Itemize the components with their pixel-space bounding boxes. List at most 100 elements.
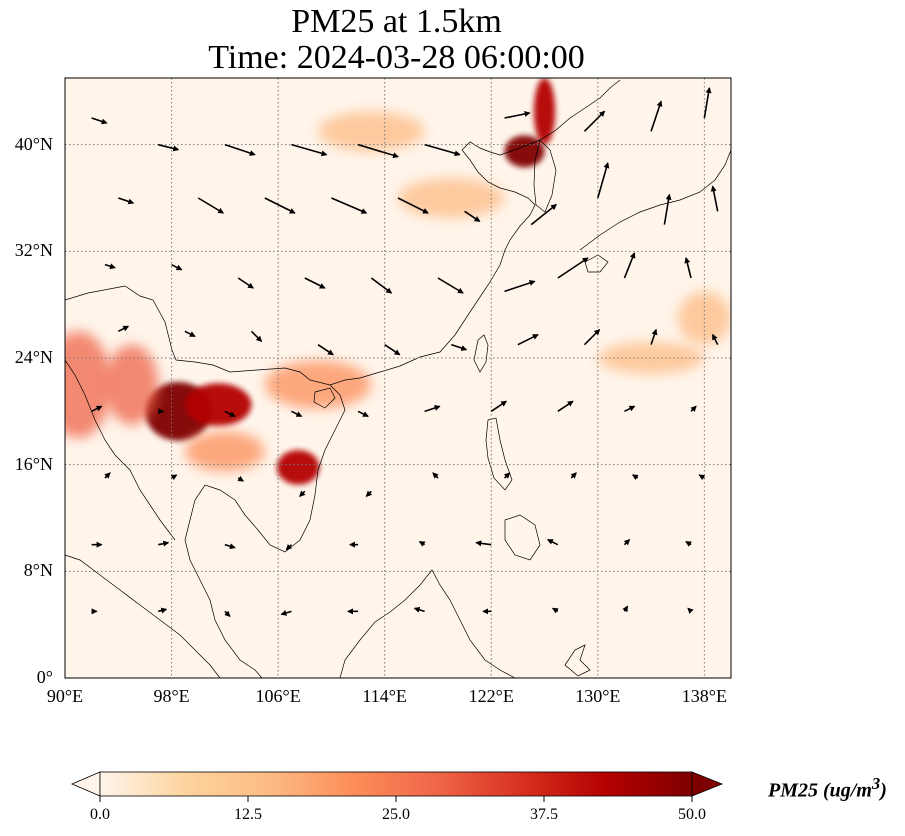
- wind-arrow: [357, 143, 399, 159]
- wind-arrow: [171, 263, 183, 271]
- wind-arrow: [622, 605, 629, 613]
- wind-arrow: [104, 472, 111, 479]
- wind-arrow: [304, 277, 326, 289]
- wind-arrow: [597, 162, 610, 199]
- wind-arrow: [418, 540, 426, 547]
- wind-arrow: [158, 143, 180, 152]
- wind-arrow: [291, 410, 303, 418]
- lat-tick-label: 8°N: [23, 560, 53, 581]
- wind-arrow: [631, 474, 639, 481]
- wind-arrow: [224, 143, 256, 156]
- map-background: [65, 78, 731, 678]
- wind-arrow: [104, 263, 116, 270]
- wind-arrow: [357, 410, 369, 418]
- lat-tick-label: 0°: [36, 667, 53, 687]
- lat-tick-label: 16°N: [14, 453, 53, 474]
- wind-arrow: [158, 540, 170, 547]
- coastline-luzon: [485, 417, 513, 491]
- wind-arrow: [91, 117, 108, 125]
- pm25-hotspot: [318, 111, 425, 152]
- colorbar-tick-label: 50.0: [678, 806, 706, 823]
- pm25-hotspot: [398, 178, 505, 218]
- wind-arrow: [570, 472, 577, 479]
- wind-arrow: [684, 257, 692, 279]
- colorbar-tick-label: 37.5: [530, 806, 558, 823]
- wind-vectors: [91, 87, 719, 618]
- wind-arrow: [317, 344, 334, 356]
- wind-arrow: [623, 252, 636, 279]
- colorbar-gradient: [99, 771, 693, 797]
- coastline-sulawesi: [564, 644, 591, 677]
- lon-tick-label: 90°E: [46, 686, 84, 706]
- coastline-sumatra: [65, 554, 221, 678]
- lat-tick-label: 32°N: [14, 240, 53, 261]
- coastline-borneo: [339, 569, 516, 678]
- wind-arrow: [424, 405, 441, 413]
- coastline-burma: [65, 359, 176, 541]
- wind-arrow: [517, 333, 539, 346]
- wind-arrow: [437, 277, 464, 294]
- wind-arrow: [703, 87, 712, 119]
- coastline-japan: [579, 149, 731, 251]
- wind-arrow: [158, 607, 168, 614]
- colorbar-tick-label: 0.0: [90, 806, 110, 823]
- wind-arrow: [118, 197, 135, 205]
- wind-arrow: [650, 100, 663, 132]
- wind-arrow: [370, 277, 393, 294]
- wind-arrow: [475, 540, 492, 547]
- coastline-indochina: [184, 384, 346, 678]
- colorbar-tick-label: 12.5: [234, 806, 262, 823]
- lon-tick-label: 114°E: [362, 686, 407, 706]
- pm25-hotspot: [504, 135, 545, 168]
- colorbar-label: PM25 (ug/m3): [768, 774, 887, 802]
- wind-arrow: [557, 400, 574, 412]
- coastline-mainland: [65, 79, 621, 386]
- wind-arrow: [117, 325, 130, 333]
- wind-arrow: [687, 607, 694, 614]
- pm25-hotspot: [276, 450, 320, 485]
- wind-arrow: [530, 204, 557, 226]
- lon-tick-label: 122°E: [468, 686, 514, 706]
- wind-arrow: [464, 210, 481, 222]
- wind-arrow: [424, 143, 461, 157]
- coastline-korea: [533, 139, 557, 213]
- wind-arrow: [432, 472, 439, 479]
- wind-arrow: [331, 197, 368, 214]
- wind-arrow: [291, 143, 328, 157]
- wind-arrow: [557, 257, 589, 279]
- map-frame: [64, 77, 732, 679]
- wind-arrow: [184, 330, 196, 338]
- wind-arrow: [224, 410, 236, 418]
- coastline-hainan: [313, 387, 336, 409]
- lat-tick-label: 40°N: [14, 133, 53, 154]
- wind-arrow: [685, 540, 692, 547]
- wind-arrow: [250, 330, 263, 343]
- wind-arrow: [504, 280, 536, 293]
- wind-arrow: [690, 405, 697, 412]
- wind-arrow: [583, 110, 606, 132]
- lon-tick-label: 98°E: [153, 686, 190, 706]
- pm25-hotspot: [264, 360, 372, 409]
- wind-arrow: [551, 607, 559, 614]
- pm25-hotspot: [104, 344, 159, 425]
- wind-arrow: [710, 185, 719, 212]
- wind-arrow: [384, 344, 401, 356]
- wind-arrow: [650, 328, 658, 345]
- wind-arrow: [224, 610, 231, 618]
- wind-arrow: [583, 328, 601, 346]
- title-line-1: PM25 at 1.5km: [291, 3, 502, 40]
- coastlines: [65, 79, 731, 678]
- wind-arrow: [237, 475, 245, 482]
- lat-tick-label: 24°N: [14, 347, 53, 367]
- coastline-philippines-south: [504, 514, 541, 561]
- colorbar-ticks: [99, 796, 693, 802]
- lon-tick-label: 106°E: [255, 686, 301, 706]
- pm25-hotspot: [184, 431, 265, 472]
- lon-tick-label: 138°E: [681, 686, 727, 706]
- wind-arrow: [663, 193, 672, 225]
- pm25-field: [65, 78, 731, 485]
- wind-arrow: [503, 472, 511, 479]
- wind-arrow: [197, 197, 225, 214]
- wind-arrow: [504, 111, 531, 119]
